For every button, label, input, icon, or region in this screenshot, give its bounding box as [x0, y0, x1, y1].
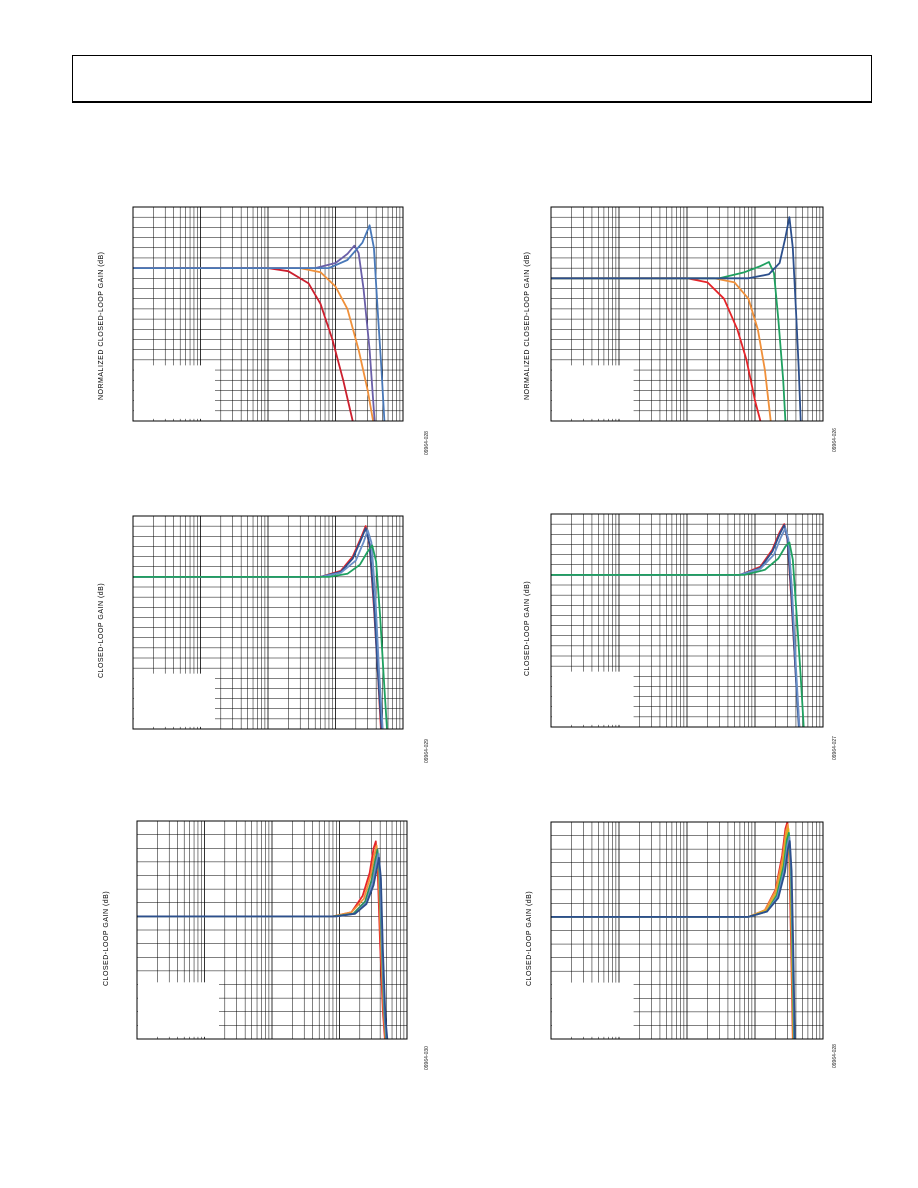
legend-box	[552, 671, 634, 725]
series-group	[551, 216, 802, 421]
series-group	[133, 525, 388, 729]
y-axis-label: NORMALIZED CLOSED-LOOP GAIN (dB)	[98, 251, 105, 400]
series-line-4	[551, 216, 802, 421]
figure-id: 09964-030	[424, 1046, 430, 1070]
series-group	[551, 523, 805, 727]
plot-frame	[132, 206, 404, 422]
legend-box	[552, 982, 634, 1037]
plot-frame	[550, 206, 824, 422]
series-line-5	[137, 856, 389, 1039]
y-axis-label: CLOSED-LOOP GAIN (dB)	[103, 890, 110, 986]
legend-box	[552, 365, 634, 419]
page-header-frame	[72, 55, 872, 103]
series-line-4	[133, 224, 386, 421]
plot-frame	[550, 821, 824, 1040]
figure-id: 09964-027	[832, 736, 838, 760]
y-axis-label: NORMALIZED CLOSED-LOOP GAIN (dB)	[524, 251, 531, 400]
figure-id: 09964-026	[832, 428, 838, 452]
series-line-6	[551, 840, 796, 1039]
y-axis-label: CLOSED-LOOP GAIN (dB)	[526, 890, 533, 986]
frequency-response-plot	[550, 513, 824, 728]
legend-box	[134, 673, 215, 727]
plot-frame	[136, 820, 408, 1040]
plot-frame	[132, 515, 404, 730]
series-line-3	[133, 244, 376, 421]
series-line-4	[133, 544, 388, 729]
frequency-response-plot	[136, 820, 408, 1040]
legend-box	[138, 982, 219, 1037]
series-group	[551, 822, 796, 1039]
frequency-response-plot	[550, 206, 824, 422]
figure-id: 09964-028	[832, 1044, 838, 1068]
frequency-response-plot	[132, 206, 404, 422]
series-line-3	[551, 261, 787, 421]
legend-box	[134, 365, 215, 419]
series-group	[133, 224, 386, 421]
frequency-response-plot	[550, 821, 824, 1040]
series-group	[137, 840, 389, 1039]
figure-id: 09964-029	[424, 739, 430, 763]
plot-frame	[550, 513, 824, 728]
series-line-3	[133, 529, 384, 729]
figure-id: 09964-028	[424, 431, 430, 455]
y-axis-label: CLOSED-LOOP GAIN (dB)	[524, 580, 531, 676]
y-axis-label: CLOSED-LOOP GAIN (dB)	[98, 582, 105, 678]
series-line-3	[551, 527, 801, 727]
frequency-response-plot	[132, 515, 404, 730]
series-line-4	[551, 541, 805, 727]
